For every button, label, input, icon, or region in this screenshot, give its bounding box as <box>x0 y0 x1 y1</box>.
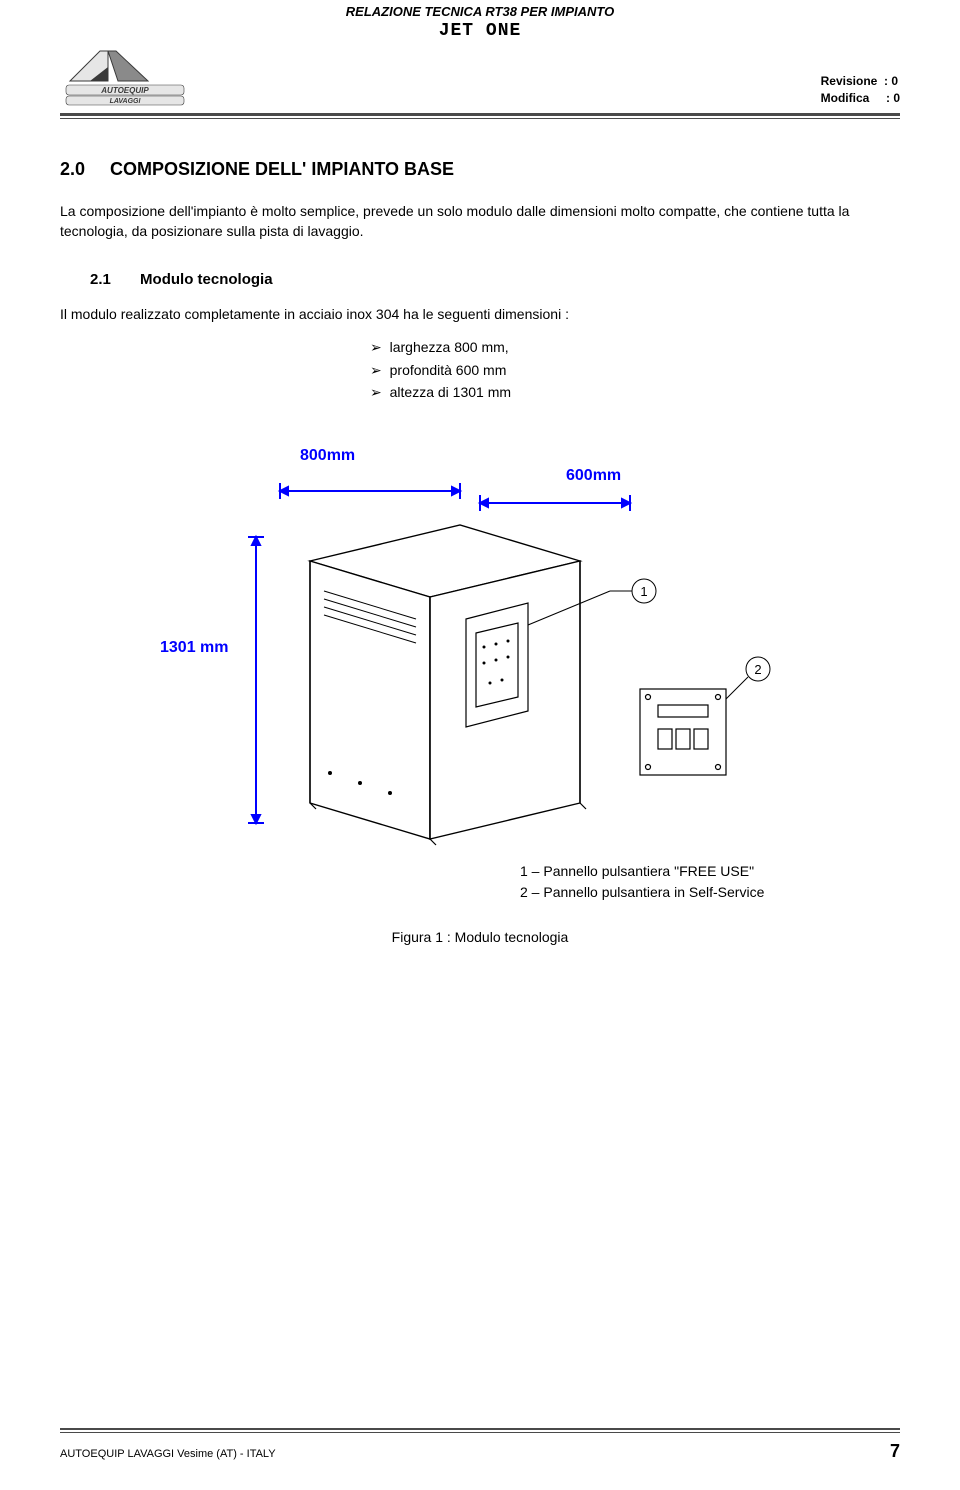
list-item: larghezza 800 mm, <box>370 336 900 358</box>
section-number: 2.0 <box>60 159 85 179</box>
callout-line: 1 – Pannello pulsantiera "FREE USE" <box>520 861 900 882</box>
modifica-value: 0 <box>893 91 900 105</box>
revision-block: Revisione : 0 Modifica : 0 <box>821 73 900 107</box>
modifica-label: Modifica <box>821 91 870 105</box>
dimensions-list: larghezza 800 mm, profondità 600 mm alte… <box>370 336 900 403</box>
dim-height-label: 1301 mm <box>160 639 229 657</box>
footer-divider-thin <box>60 1432 900 1433</box>
subsection-intro: Il modulo realizzato completamente in ac… <box>60 306 900 322</box>
logo-text-bottom: LAVAGGI <box>110 98 142 105</box>
subsection-heading: 2.1 Modulo tecnologia <box>90 271 900 288</box>
revision-label: Revisione <box>821 74 878 88</box>
header-product-name: JET ONE <box>60 21 900 41</box>
dim-depth-label: 600mm <box>566 467 621 485</box>
logo-text-top: AUTOEQUIP <box>100 86 149 95</box>
callout-line: 2 – Pannello pulsantiera in Self-Service <box>520 882 900 903</box>
technical-diagram: 800mm 600mm 1301 mm <box>60 443 900 853</box>
revision-value: 0 <box>891 74 898 88</box>
figure-caption: Figura 1 : Modulo tecnologia <box>60 929 900 945</box>
callout-2-number: 2 <box>754 662 761 677</box>
header-divider <box>60 113 900 116</box>
callout-legend: 1 – Pannello pulsantiera "FREE USE" 2 – … <box>520 861 900 903</box>
header-divider-thin <box>60 118 900 119</box>
dim-width-label: 800mm <box>300 447 355 465</box>
section-paragraph: La composizione dell'impianto è molto se… <box>60 202 900 241</box>
section-title: COMPOSIZIONE DELL' IMPIANTO BASE <box>110 159 454 179</box>
document-header: RELAZIONE TECNICA RT38 PER IMPIANTO JET … <box>60 0 900 41</box>
list-item: altezza di 1301 mm <box>370 381 900 403</box>
header-doc-title: RELAZIONE TECNICA RT38 PER IMPIANTO <box>60 4 900 19</box>
footer-company: AUTOEQUIP LAVAGGI Vesime (AT) - ITALY <box>60 1448 276 1460</box>
page-content: 2.0 COMPOSIZIONE DELL' IMPIANTO BASE La … <box>60 159 900 945</box>
list-item: profondità 600 mm <box>370 359 900 381</box>
section-heading: 2.0 COMPOSIZIONE DELL' IMPIANTO BASE <box>60 159 900 180</box>
company-logo: AUTOEQUIP LAVAGGI <box>60 47 190 107</box>
page-footer: AUTOEQUIP LAVAGGI Vesime (AT) - ITALY 7 <box>60 1428 900 1462</box>
footer-divider <box>60 1428 900 1430</box>
page-number: 7 <box>890 1441 900 1462</box>
subsection-title: Modulo tecnologia <box>140 271 273 288</box>
subsection-number: 2.1 <box>90 271 111 288</box>
callout-1-number: 1 <box>640 584 647 599</box>
